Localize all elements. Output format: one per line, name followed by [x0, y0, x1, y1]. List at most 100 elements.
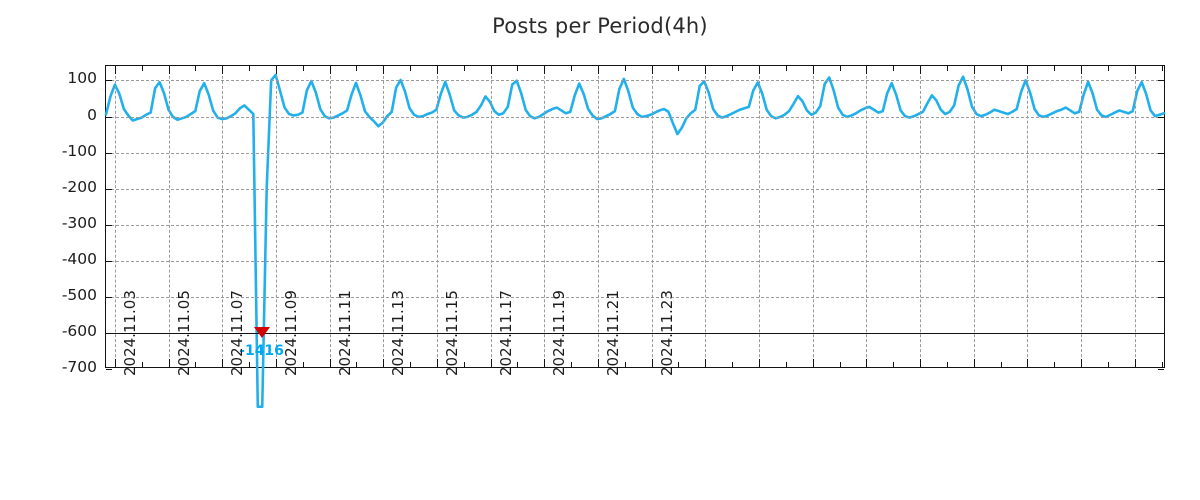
x-tick-top	[1107, 66, 1109, 71]
gridline-vertical	[329, 66, 331, 367]
gridline-vertical	[222, 66, 224, 367]
y-tick-right	[1158, 80, 1164, 82]
x-tick	[275, 359, 277, 367]
x-tick-top	[839, 66, 841, 71]
gridline-vertical	[1027, 66, 1029, 367]
y-tick	[106, 260, 112, 262]
plot-area	[105, 65, 1165, 368]
gridline-horizontal	[106, 80, 1164, 82]
x-tick-top	[490, 66, 492, 74]
x-tick-label: 2024.11.23	[657, 290, 676, 376]
x-tick	[544, 359, 546, 367]
y-tick-right	[1158, 152, 1164, 154]
y-tick-right	[1158, 332, 1164, 334]
x-tick-top	[275, 66, 277, 74]
x-tick	[222, 359, 224, 367]
x-tick-top	[410, 66, 412, 71]
x-tick-label: 2024.11.05	[174, 290, 193, 376]
x-tick-top	[571, 66, 573, 71]
x-tick-top	[1054, 66, 1056, 71]
x-tick-label: 2024.11.15	[442, 290, 461, 376]
gridline-vertical	[920, 66, 921, 367]
x-tick	[141, 362, 143, 367]
x-tick	[1027, 359, 1029, 367]
gridline-horizontal	[106, 260, 1164, 262]
x-tick	[1134, 359, 1136, 367]
x-tick-top	[785, 66, 787, 71]
y-tick	[106, 152, 112, 154]
x-tick-top	[920, 66, 921, 74]
x-tick	[732, 362, 734, 367]
series-line	[106, 66, 1164, 367]
x-tick	[946, 362, 948, 367]
x-tick	[410, 362, 412, 367]
x-tick	[302, 362, 304, 367]
gridline-vertical	[812, 66, 814, 367]
x-tick-top	[597, 66, 599, 74]
y-tick-right	[1158, 369, 1164, 370]
x-tick-top	[732, 66, 734, 71]
x-tick	[436, 359, 438, 367]
y-tick-label: -500	[61, 285, 97, 304]
x-tick-label: 2024.11.13	[389, 290, 408, 376]
gridline-vertical	[275, 66, 277, 367]
x-tick-top	[946, 66, 948, 71]
gridline-vertical	[168, 66, 170, 367]
gridline-vertical	[490, 66, 492, 367]
x-tick-top	[544, 66, 546, 74]
y-tick	[106, 332, 112, 334]
gridline-vertical	[436, 66, 438, 367]
x-tick-top	[866, 66, 868, 74]
gridline-horizontal	[106, 152, 1164, 154]
minimum-value-label: -1416	[239, 342, 284, 359]
y-tick-right	[1158, 224, 1164, 226]
x-tick-top	[973, 66, 975, 74]
x-tick-top	[1027, 66, 1029, 74]
x-tick	[1000, 362, 1002, 367]
x-tick	[973, 359, 975, 367]
x-tick-top	[329, 66, 331, 74]
x-tick	[678, 362, 680, 367]
x-tick-top	[436, 66, 438, 74]
y-tick	[106, 296, 112, 298]
x-tick-label: 2024.11.03	[120, 290, 139, 376]
x-tick	[920, 359, 921, 367]
y-tick-label: -100	[61, 141, 97, 160]
gridline-horizontal	[106, 224, 1164, 226]
y-tick-right	[1158, 296, 1164, 298]
gridline-horizontal	[106, 332, 1164, 334]
x-tick	[812, 359, 814, 367]
x-tick	[249, 362, 251, 367]
y-tick-label: 0	[87, 105, 97, 124]
x-tick-label: 2024.11.11	[335, 290, 354, 376]
x-tick	[893, 362, 895, 367]
x-tick	[490, 359, 492, 367]
x-tick-label: 2024.11.07	[228, 290, 247, 376]
gridline-vertical	[1081, 66, 1083, 367]
x-tick-top	[1000, 66, 1002, 71]
x-tick-top	[893, 66, 895, 71]
x-tick-top	[114, 66, 116, 74]
y-tick	[106, 188, 112, 190]
x-tick-top	[651, 66, 653, 74]
minimum-marker-icon	[253, 326, 270, 338]
gridline-vertical	[544, 66, 546, 367]
x-tick-top	[383, 66, 385, 74]
x-tick	[758, 359, 760, 367]
y-tick-label: -200	[61, 177, 97, 196]
y-tick-right	[1158, 260, 1164, 262]
x-tick	[624, 362, 626, 367]
x-tick	[463, 362, 465, 367]
x-tick-top	[812, 66, 814, 74]
x-tick	[356, 362, 358, 367]
y-tick-label: -700	[61, 358, 97, 376]
y-tick	[106, 80, 112, 82]
x-tick	[571, 362, 573, 367]
x-tick-top	[705, 66, 707, 74]
x-tick	[195, 362, 197, 367]
x-tick	[839, 362, 841, 367]
x-tick	[866, 359, 868, 367]
x-tick-top	[168, 66, 170, 74]
x-tick	[383, 359, 385, 367]
